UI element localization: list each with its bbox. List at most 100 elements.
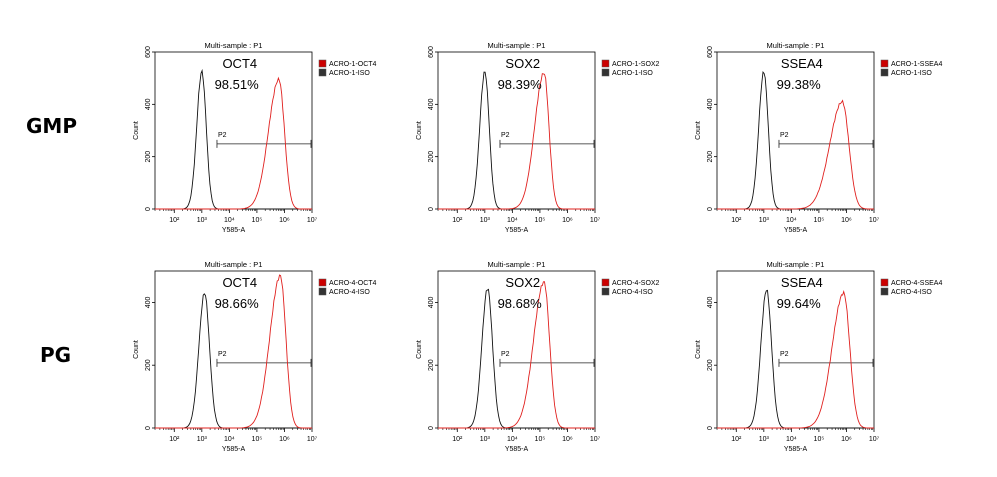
x-tick-label: 10² [452, 217, 463, 224]
panel-title: Multi-sample : P1 [767, 260, 825, 269]
legend-swatch-iso [601, 68, 610, 77]
y-tick-label: 400 [707, 296, 714, 308]
x-tick-label: 10⁶ [562, 436, 573, 443]
legend-label-stain: ACRO-1-SSEA4 [891, 61, 942, 68]
y-tick-label: 600 [428, 46, 435, 58]
legend-swatch-stain [880, 278, 889, 287]
legend-label-stain: ACRO-1-SOX2 [612, 61, 660, 68]
x-tick-label: 10² [731, 436, 742, 443]
x-tick-label: 10³ [759, 217, 770, 224]
x-tick-label: 10² [169, 217, 180, 224]
legend-label-iso: ACRO-1-ISO [329, 70, 370, 77]
x-tick-label: 10⁷ [590, 217, 601, 224]
y-tick-label: 600 [145, 46, 152, 58]
marker-label: OCT4 [222, 56, 257, 71]
marker-label: SOX2 [505, 56, 540, 71]
x-tick-label: 10⁴ [786, 217, 797, 224]
percent-label: 99.38% [777, 77, 822, 92]
legend-label-iso: ACRO-1-ISO [891, 70, 932, 77]
y-axis-label: Count [416, 121, 423, 140]
x-tick-label: 10⁷ [869, 217, 880, 224]
legend-swatch-iso [880, 68, 889, 77]
gate-label: P2 [780, 132, 789, 139]
x-tick-label: 10⁶ [279, 217, 290, 224]
plot-frame [437, 270, 596, 429]
x-tick-label: 10⁷ [590, 436, 601, 443]
y-tick-label: 400 [428, 98, 435, 110]
gate-label: P2 [218, 351, 227, 358]
x-tick-label: 10⁵ [535, 217, 546, 224]
x-tick-label: 10⁶ [562, 217, 573, 224]
x-tick-label: 10² [731, 217, 742, 224]
y-tick-label: 0 [707, 207, 714, 211]
stained-histogram-curve [717, 99, 874, 210]
x-tick-label: 10⁷ [307, 217, 318, 224]
panel-title: Multi-sample : P1 [767, 41, 825, 50]
legend-label-stain: ACRO-1-OCT4 [329, 61, 377, 68]
y-tick-label: 200 [428, 359, 435, 371]
iso-histogram-curve [155, 293, 312, 429]
marker-label: OCT4 [222, 275, 257, 290]
panel-title: Multi-sample : P1 [205, 260, 263, 269]
x-tick-label: 10⁵ [252, 436, 263, 443]
legend-swatch-iso [318, 287, 327, 296]
gate-label: P2 [218, 132, 227, 139]
x-tick-label: 10⁷ [869, 436, 880, 443]
histogram-panel-3: Multi-sample : P1 0 200 400 600 Count 10² 10³ 10… [695, 41, 942, 234]
plot-frame [154, 270, 313, 429]
x-axis-label: Y585-A [222, 227, 246, 234]
legend-label-stain: ACRO-4-SOX2 [612, 280, 660, 287]
y-tick-label: 0 [428, 207, 435, 211]
panel-title: Multi-sample : P1 [488, 260, 546, 269]
plot-frame [716, 51, 875, 210]
x-tick-label: 10⁴ [507, 436, 518, 443]
stained-histogram-curve [438, 281, 595, 429]
stained-histogram-curve [155, 274, 312, 429]
iso-histogram-curve [717, 71, 874, 210]
y-axis-label: Count [416, 340, 423, 359]
y-tick-label: 0 [145, 207, 152, 211]
x-axis-label: Y585-A [222, 446, 246, 453]
x-tick-label: 10⁵ [814, 436, 825, 443]
legend-swatch-stain [318, 278, 327, 287]
y-axis-label: Count [133, 340, 140, 359]
y-axis-label: Count [133, 121, 140, 140]
y-tick-label: 200 [707, 151, 714, 163]
y-tick-label: 400 [428, 296, 435, 308]
legend-swatch-iso [601, 287, 610, 296]
y-tick-label: 0 [145, 426, 152, 430]
legend-label-iso: ACRO-1-ISO [612, 70, 653, 77]
legend-swatch-iso [880, 287, 889, 296]
y-tick-label: 0 [428, 426, 435, 430]
gate-label: P2 [501, 351, 510, 358]
histogram-panel-2: Multi-sample : P1 0 200 400 600 Count 10² 10³ 10… [416, 41, 660, 234]
histogram-panel-6: Multi-sample : P1 0 200 400 Count 10² 10³ 10⁴ 10… [695, 260, 942, 453]
y-tick-label: 0 [707, 426, 714, 430]
stained-histogram-curve [438, 73, 595, 210]
gate-label: P2 [780, 351, 789, 358]
legend-swatch-stain [601, 59, 610, 68]
y-tick-label: 400 [707, 98, 714, 110]
x-tick-label: 10⁶ [841, 217, 852, 224]
stained-histogram-curve [155, 76, 312, 210]
x-tick-label: 10³ [480, 436, 491, 443]
y-tick-label: 200 [707, 359, 714, 371]
plot-frame [154, 51, 313, 210]
iso-histogram-curve [438, 71, 595, 210]
legend-label-stain: ACRO-4-SSEA4 [891, 280, 942, 287]
x-axis-label: Y585-A [505, 227, 529, 234]
stained-histogram-curve [717, 290, 874, 429]
legend-swatch-stain [318, 59, 327, 68]
percent-label: 99.64% [777, 296, 822, 311]
x-tick-label: 10⁴ [224, 217, 235, 224]
percent-label: 98.68% [498, 296, 543, 311]
x-tick-label: 10³ [759, 436, 770, 443]
panel-title: Multi-sample : P1 [488, 41, 546, 50]
legend-label-iso: ACRO-4-ISO [891, 289, 932, 296]
legend-swatch-stain [880, 59, 889, 68]
x-tick-label: 10⁵ [252, 217, 263, 224]
x-tick-label: 10³ [197, 217, 208, 224]
x-tick-label: 10⁴ [224, 436, 235, 443]
y-tick-label: 200 [145, 359, 152, 371]
